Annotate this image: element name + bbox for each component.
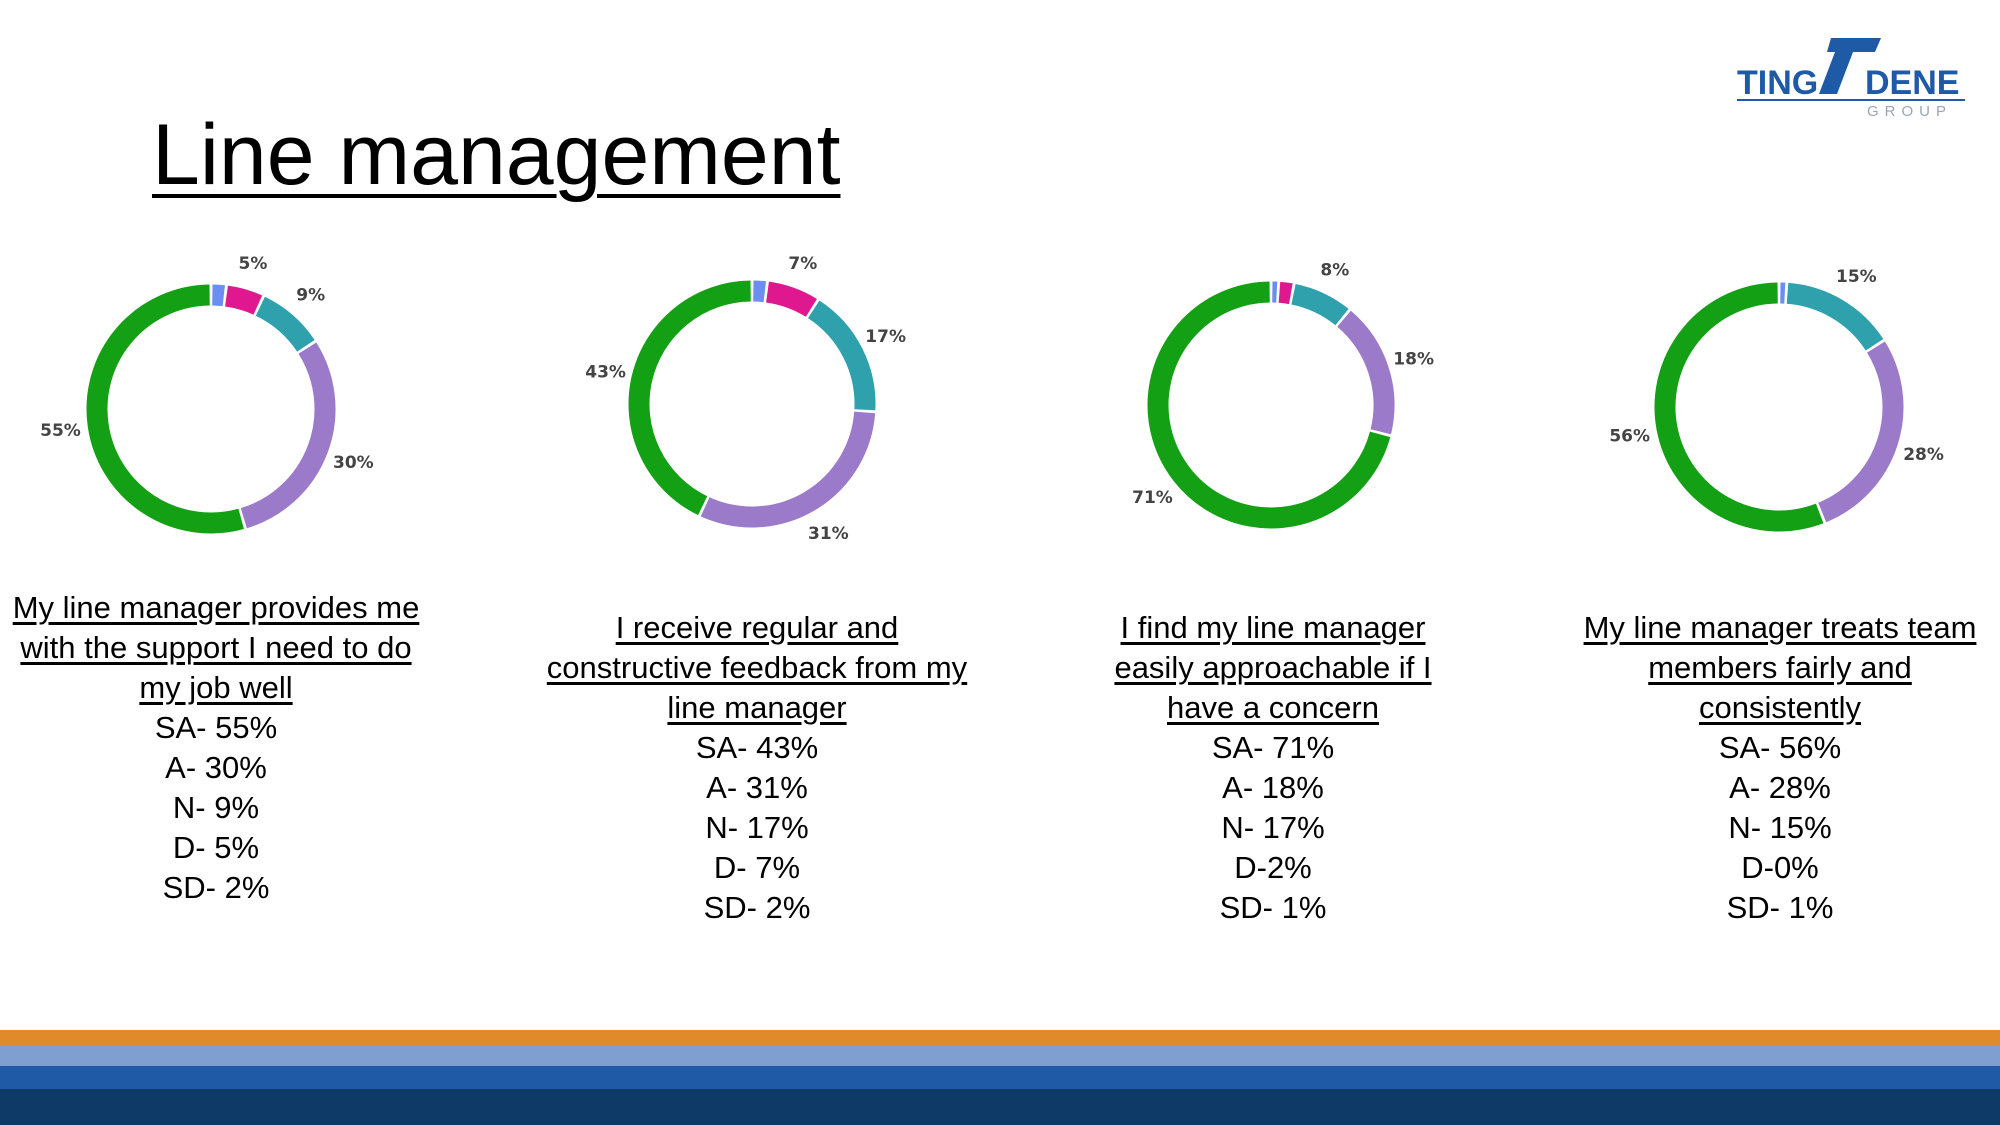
chart-caption-2: I receive regular and constructive feedb… (542, 608, 972, 928)
stat-sd: SD- 2% (703, 890, 811, 925)
data-label-a: 28% (1903, 445, 1944, 465)
stat-sa: SA- 56% (1718, 730, 1842, 765)
stat-d: D-2% (1234, 850, 1312, 885)
chart-caption-4: My line manager treats team members fair… (1578, 608, 1982, 928)
donut-chart-3: 8% 18% 71% (1132, 260, 1434, 529)
stat-sd: SD- 2% (162, 870, 270, 905)
slice-a (700, 411, 876, 528)
slice-n (807, 300, 876, 411)
stat-d: D-0% (1741, 850, 1819, 885)
donut-chart-2: 7% 17% 31% 43% (585, 254, 906, 544)
stripe-navy (0, 1089, 2000, 1125)
logo-text-right: DENE (1865, 64, 1959, 102)
slice-a (240, 342, 336, 529)
data-label-sa: 56% (1609, 426, 1650, 446)
slice-sd (753, 280, 767, 303)
slice-sa (86, 284, 244, 534)
stat-a: A- 28% (1729, 770, 1831, 805)
data-label-n: 9% (296, 285, 325, 305)
stat-sd: SD- 1% (1219, 890, 1327, 925)
slice-n (255, 296, 315, 352)
footer-stripes (0, 1030, 2000, 1125)
data-label-a: 30% (333, 453, 374, 473)
data-label-sa: 55% (40, 421, 81, 441)
slice-d (765, 281, 817, 317)
stat-n: N- 15% (1728, 810, 1832, 845)
stat-n: N- 9% (172, 790, 260, 825)
stat-d: D- 7% (713, 850, 801, 885)
question-text: I find my line manager easily approachab… (1114, 610, 1432, 725)
slice-a (1337, 310, 1395, 435)
stat-a: A- 31% (706, 770, 808, 805)
slice-n (1786, 282, 1884, 351)
stat-d: D- 5% (172, 830, 260, 865)
logo-text-left: TING (1737, 64, 1818, 102)
stat-a: A- 30% (165, 750, 267, 785)
stripe-blue (0, 1066, 2000, 1089)
slide-title: Line management (152, 107, 841, 203)
question-text: I receive regular and constructive feedb… (546, 610, 968, 725)
stat-sa: SA- 43% (695, 730, 819, 765)
data-label-sa: 71% (1132, 488, 1173, 508)
question-text: My line manager treats team members fair… (1583, 610, 1977, 725)
question-text: My line manager provides me with the sup… (12, 590, 420, 705)
data-label-d: 5% (239, 254, 268, 274)
donut-chart-1: 5% 9% 30% 55% (40, 254, 374, 534)
stat-n: N- 17% (705, 810, 809, 845)
slice-sd (212, 284, 225, 307)
stat-sa: SA- 71% (1211, 730, 1335, 765)
slice-d (224, 285, 263, 315)
logo-mark-icon (1819, 38, 1881, 94)
logo-subtext: GROUP (1867, 103, 1952, 120)
slice-sa (628, 280, 751, 516)
data-label-n: 17% (865, 327, 906, 347)
chart-caption-1: My line manager provides me with the sup… (1, 588, 431, 908)
chart-caption-3: I find my line manager easily approachab… (1088, 608, 1458, 928)
data-label-n: 15% (1836, 267, 1877, 287)
stat-sa: SA- 55% (154, 710, 278, 745)
donut-chart-4: 15% 28% 56% (1609, 267, 1944, 532)
slice-d (1278, 281, 1293, 305)
slice-sa (1147, 281, 1391, 529)
data-label-n: 8% (1320, 260, 1349, 280)
stat-a: A- 18% (1222, 770, 1324, 805)
stripe-orange (0, 1030, 2000, 1045)
stat-n: N- 17% (1221, 810, 1325, 845)
slice-sa (1654, 282, 1824, 532)
stat-sd: SD- 1% (1726, 890, 1834, 925)
data-label-sa: 43% (585, 362, 626, 382)
data-label-a: 31% (808, 524, 849, 544)
slice-a (1818, 341, 1904, 523)
slice-n (1291, 283, 1349, 326)
data-label-a: 18% (1393, 350, 1434, 370)
stripe-light-blue (0, 1045, 2000, 1066)
data-label-d: 7% (788, 254, 817, 274)
company-logo: TING DENE GROUP (1737, 38, 1965, 120)
